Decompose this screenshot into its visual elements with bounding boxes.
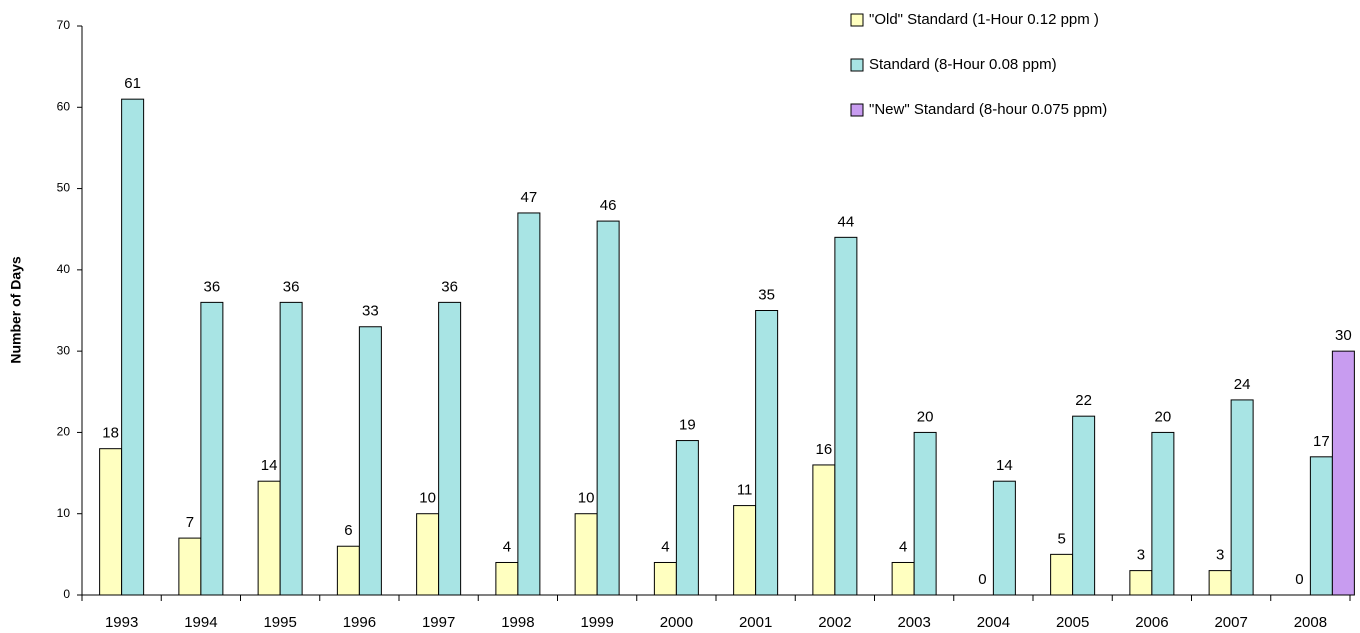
bar — [675, 440, 699, 596]
x-tick-label: 1994 — [184, 614, 217, 631]
bar — [1050, 553, 1074, 596]
value-label: 6 — [344, 522, 352, 539]
value-label: 47 — [521, 189, 538, 206]
bar — [891, 561, 915, 596]
bar — [1072, 415, 1096, 596]
bar — [358, 326, 382, 596]
value-label: 46 — [600, 197, 617, 214]
value-label: 7 — [186, 514, 194, 531]
x-tick-label: 2001 — [739, 614, 772, 631]
y-tick-label: 40 — [57, 262, 71, 276]
value-label: 4 — [899, 538, 907, 555]
value-label: 36 — [204, 278, 221, 295]
x-tick-label: 2002 — [818, 614, 851, 631]
value-label: 36 — [441, 278, 458, 295]
x-tick-label: 2004 — [977, 614, 1010, 631]
value-label: 36 — [283, 278, 300, 295]
x-tick-label: 1996 — [343, 614, 376, 631]
value-label: 11 — [737, 482, 753, 499]
bar — [257, 480, 281, 596]
legend-swatch — [850, 103, 864, 117]
x-tick-label: 1999 — [580, 614, 613, 631]
value-label: 3 — [1137, 547, 1145, 564]
value-label: 44 — [838, 213, 855, 230]
legend-swatch — [850, 13, 864, 27]
bar — [653, 561, 677, 596]
legend-swatch — [850, 58, 864, 72]
bar — [121, 98, 145, 596]
bar — [596, 220, 620, 596]
legend-label: "Old" Standard (1-Hour 0.12 ppm ) — [869, 11, 1099, 28]
legend-label: Standard (8-Hour 0.08 ppm) — [869, 56, 1057, 73]
y-tick-label: 20 — [57, 425, 71, 439]
y-tick-label: 50 — [57, 181, 71, 195]
x-tick-label: 1997 — [422, 614, 455, 631]
value-label: 20 — [917, 408, 934, 425]
legend-label: "New" Standard (8-hour 0.075 ppm) — [869, 101, 1107, 118]
y-axis-title: Number of Days — [8, 256, 24, 364]
value-label: 5 — [1057, 530, 1065, 547]
bar — [99, 448, 123, 596]
value-label: 35 — [758, 286, 775, 303]
bar — [336, 545, 360, 596]
y-tick-label: 30 — [57, 343, 71, 357]
value-label: 4 — [661, 538, 669, 555]
value-label: 17 — [1313, 433, 1330, 450]
bar — [1230, 399, 1254, 596]
value-label: 0 — [1295, 571, 1303, 588]
value-label: 14 — [996, 457, 1013, 474]
bar — [834, 236, 858, 596]
bar — [812, 464, 836, 596]
bar — [495, 561, 519, 596]
value-label: 3 — [1216, 547, 1224, 564]
bar — [1208, 570, 1232, 596]
bar — [1309, 456, 1333, 596]
y-tick-label: 10 — [57, 506, 71, 520]
x-tick-label: 2008 — [1294, 614, 1327, 631]
y-tick-label: 60 — [57, 99, 71, 113]
x-tick-label: 1993 — [105, 614, 138, 631]
x-tick-label: 2006 — [1135, 614, 1168, 631]
bar — [279, 301, 303, 596]
bar — [178, 537, 202, 596]
x-tick-label: 2003 — [897, 614, 930, 631]
bar — [416, 513, 440, 596]
y-tick-label: 0 — [63, 587, 70, 601]
bar — [755, 310, 779, 596]
value-label: 0 — [978, 571, 986, 588]
value-label: 20 — [1155, 408, 1172, 425]
bar — [1151, 431, 1175, 596]
bar — [1331, 350, 1355, 596]
bar — [992, 480, 1016, 596]
value-label: 33 — [362, 303, 379, 320]
x-tick-label: 2007 — [1214, 614, 1247, 631]
value-label: 14 — [261, 457, 278, 474]
value-label: 19 — [679, 417, 696, 434]
value-label: 22 — [1075, 392, 1092, 409]
value-label: 10 — [419, 490, 436, 507]
bar — [1129, 570, 1153, 596]
bar — [438, 301, 462, 596]
value-label: 30 — [1335, 327, 1352, 344]
x-tick-label: 1998 — [501, 614, 534, 631]
y-tick-label: 70 — [57, 18, 71, 32]
bar — [733, 505, 757, 596]
x-tick-label: 1995 — [263, 614, 296, 631]
bar — [913, 431, 937, 596]
value-label: 16 — [816, 441, 833, 458]
x-tick-label: 2005 — [1056, 614, 1089, 631]
value-label: 10 — [578, 490, 595, 507]
value-label: 4 — [503, 538, 511, 555]
value-label: 18 — [102, 425, 119, 442]
value-label: 61 — [124, 75, 141, 92]
x-tick-label: 2000 — [660, 614, 693, 631]
bar — [517, 212, 541, 596]
value-label: 24 — [1234, 376, 1251, 393]
bar — [574, 513, 598, 596]
bar — [200, 301, 224, 596]
